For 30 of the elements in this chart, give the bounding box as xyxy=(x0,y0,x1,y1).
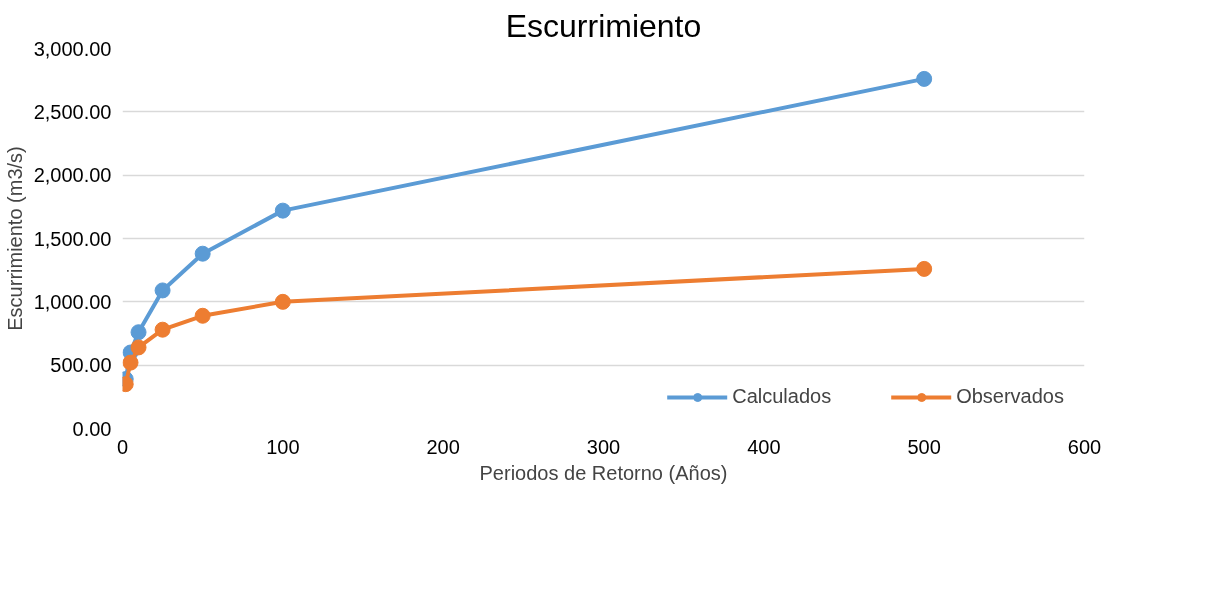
point xyxy=(154,321,171,338)
point xyxy=(916,260,933,277)
point xyxy=(154,282,171,299)
legend-label: Observados xyxy=(956,385,1064,408)
point xyxy=(274,293,291,310)
point xyxy=(122,354,139,371)
chart-title: Escurrimiento xyxy=(505,7,702,44)
point xyxy=(194,245,211,262)
x-tick-label: 200 xyxy=(426,435,460,458)
x-tick-label: 600 xyxy=(1067,435,1102,458)
x-tick-label: 100 xyxy=(266,435,300,458)
x-tick-label: 500 xyxy=(907,435,941,458)
point xyxy=(194,307,211,324)
y-tick-label: 500.00 xyxy=(50,354,112,377)
y-tick-label: 0.00 xyxy=(72,417,112,440)
y-tick-label: 1,000.00 xyxy=(33,290,112,313)
x-tick-label: 300 xyxy=(586,435,621,458)
x-tick-label: 400 xyxy=(747,435,781,458)
y-tick-label: 2,500.00 xyxy=(33,100,112,123)
legend-label: Calculados xyxy=(732,385,832,408)
x-tick-label: 0 xyxy=(116,435,129,458)
point xyxy=(130,339,147,356)
point xyxy=(916,70,933,87)
y-tick-label: 3,000.00 xyxy=(33,37,112,60)
y-tick-label: 2,000.00 xyxy=(33,164,112,187)
point xyxy=(274,202,291,219)
y-tick-label: 1,500.00 xyxy=(33,227,112,250)
x-axis-title: Periodos de Retorno (Años) xyxy=(479,461,728,484)
y-axis-title: Escurrimiento (m3/s) xyxy=(3,146,26,331)
point xyxy=(130,324,147,341)
